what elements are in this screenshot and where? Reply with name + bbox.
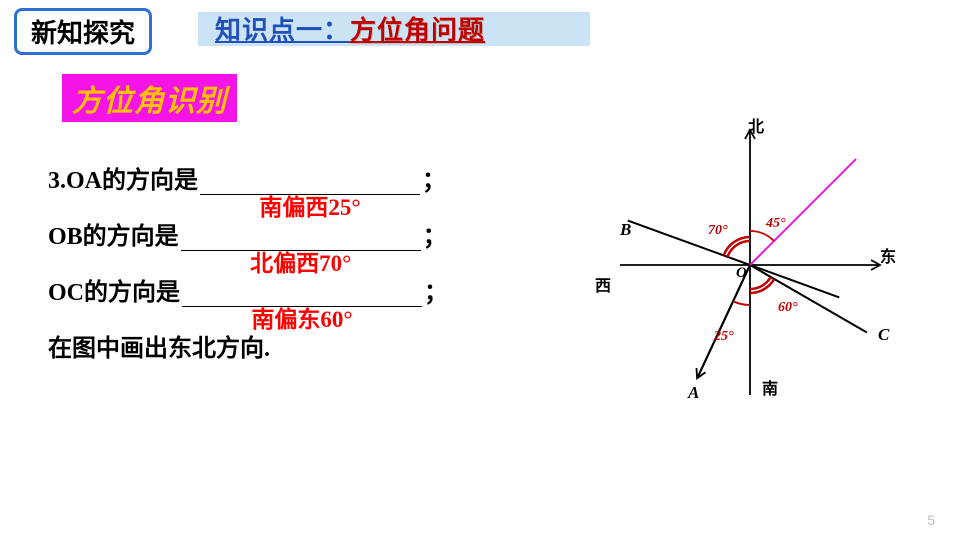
diagram-container: 北 南 东 西 O B C A 45° 70° 60° 25° [580, 115, 930, 415]
label-B: B [620, 220, 631, 240]
ob-blank: 北偏西70° [181, 250, 421, 251]
label-west: 西 [595, 272, 611, 296]
oc-blank: 南偏东60° [182, 306, 422, 307]
angle-60: 60° [778, 300, 798, 316]
oa-tail: ； [422, 168, 446, 194]
subsection-text: 方位角识别 [72, 85, 227, 118]
oc-prefix: OC的方向是 [48, 272, 180, 307]
label-north: 北 [748, 113, 764, 137]
angle-70: 70° [708, 223, 728, 239]
diagram-svg [580, 115, 930, 415]
kp-prefix: 知识点一： [215, 15, 350, 45]
content-block: 3.OA的方向是南偏西25°； OB的方向是北偏西70°； OC的方向是南偏东6… [48, 160, 548, 363]
label-A: A [688, 383, 699, 403]
line-ob: OB的方向是北偏西70°； [48, 216, 548, 250]
angle-45: 45° [766, 216, 786, 232]
ob-prefix: OB的方向是 [48, 216, 179, 251]
label-east: 东 [880, 243, 896, 267]
oa-blank: 南偏西25° [200, 194, 420, 195]
kp-topic: 方位角问题 [350, 15, 485, 45]
oc-answer: 南偏东60° [182, 300, 422, 334]
kp-title: 知识点一：方位角问题 [215, 10, 485, 47]
badge-box: 新知探究 [14, 8, 152, 55]
oc-tail: ； [424, 280, 448, 306]
subsection-box: 方位角识别 [62, 74, 237, 122]
page-number: 5 [927, 512, 935, 528]
line-oa: 3.OA的方向是南偏西25°； [48, 160, 548, 194]
qnum: 3. [48, 168, 66, 195]
label-south: 南 [762, 375, 778, 399]
badge-text: 新知探究 [31, 18, 135, 48]
line-oc: OC的方向是南偏东60°； [48, 272, 548, 306]
ob-tail: ； [423, 224, 447, 250]
angle-25: 25° [714, 329, 734, 345]
label-O: O [736, 265, 747, 282]
oa-prefix: OA的方向是 [66, 160, 198, 195]
label-C: C [878, 325, 889, 345]
